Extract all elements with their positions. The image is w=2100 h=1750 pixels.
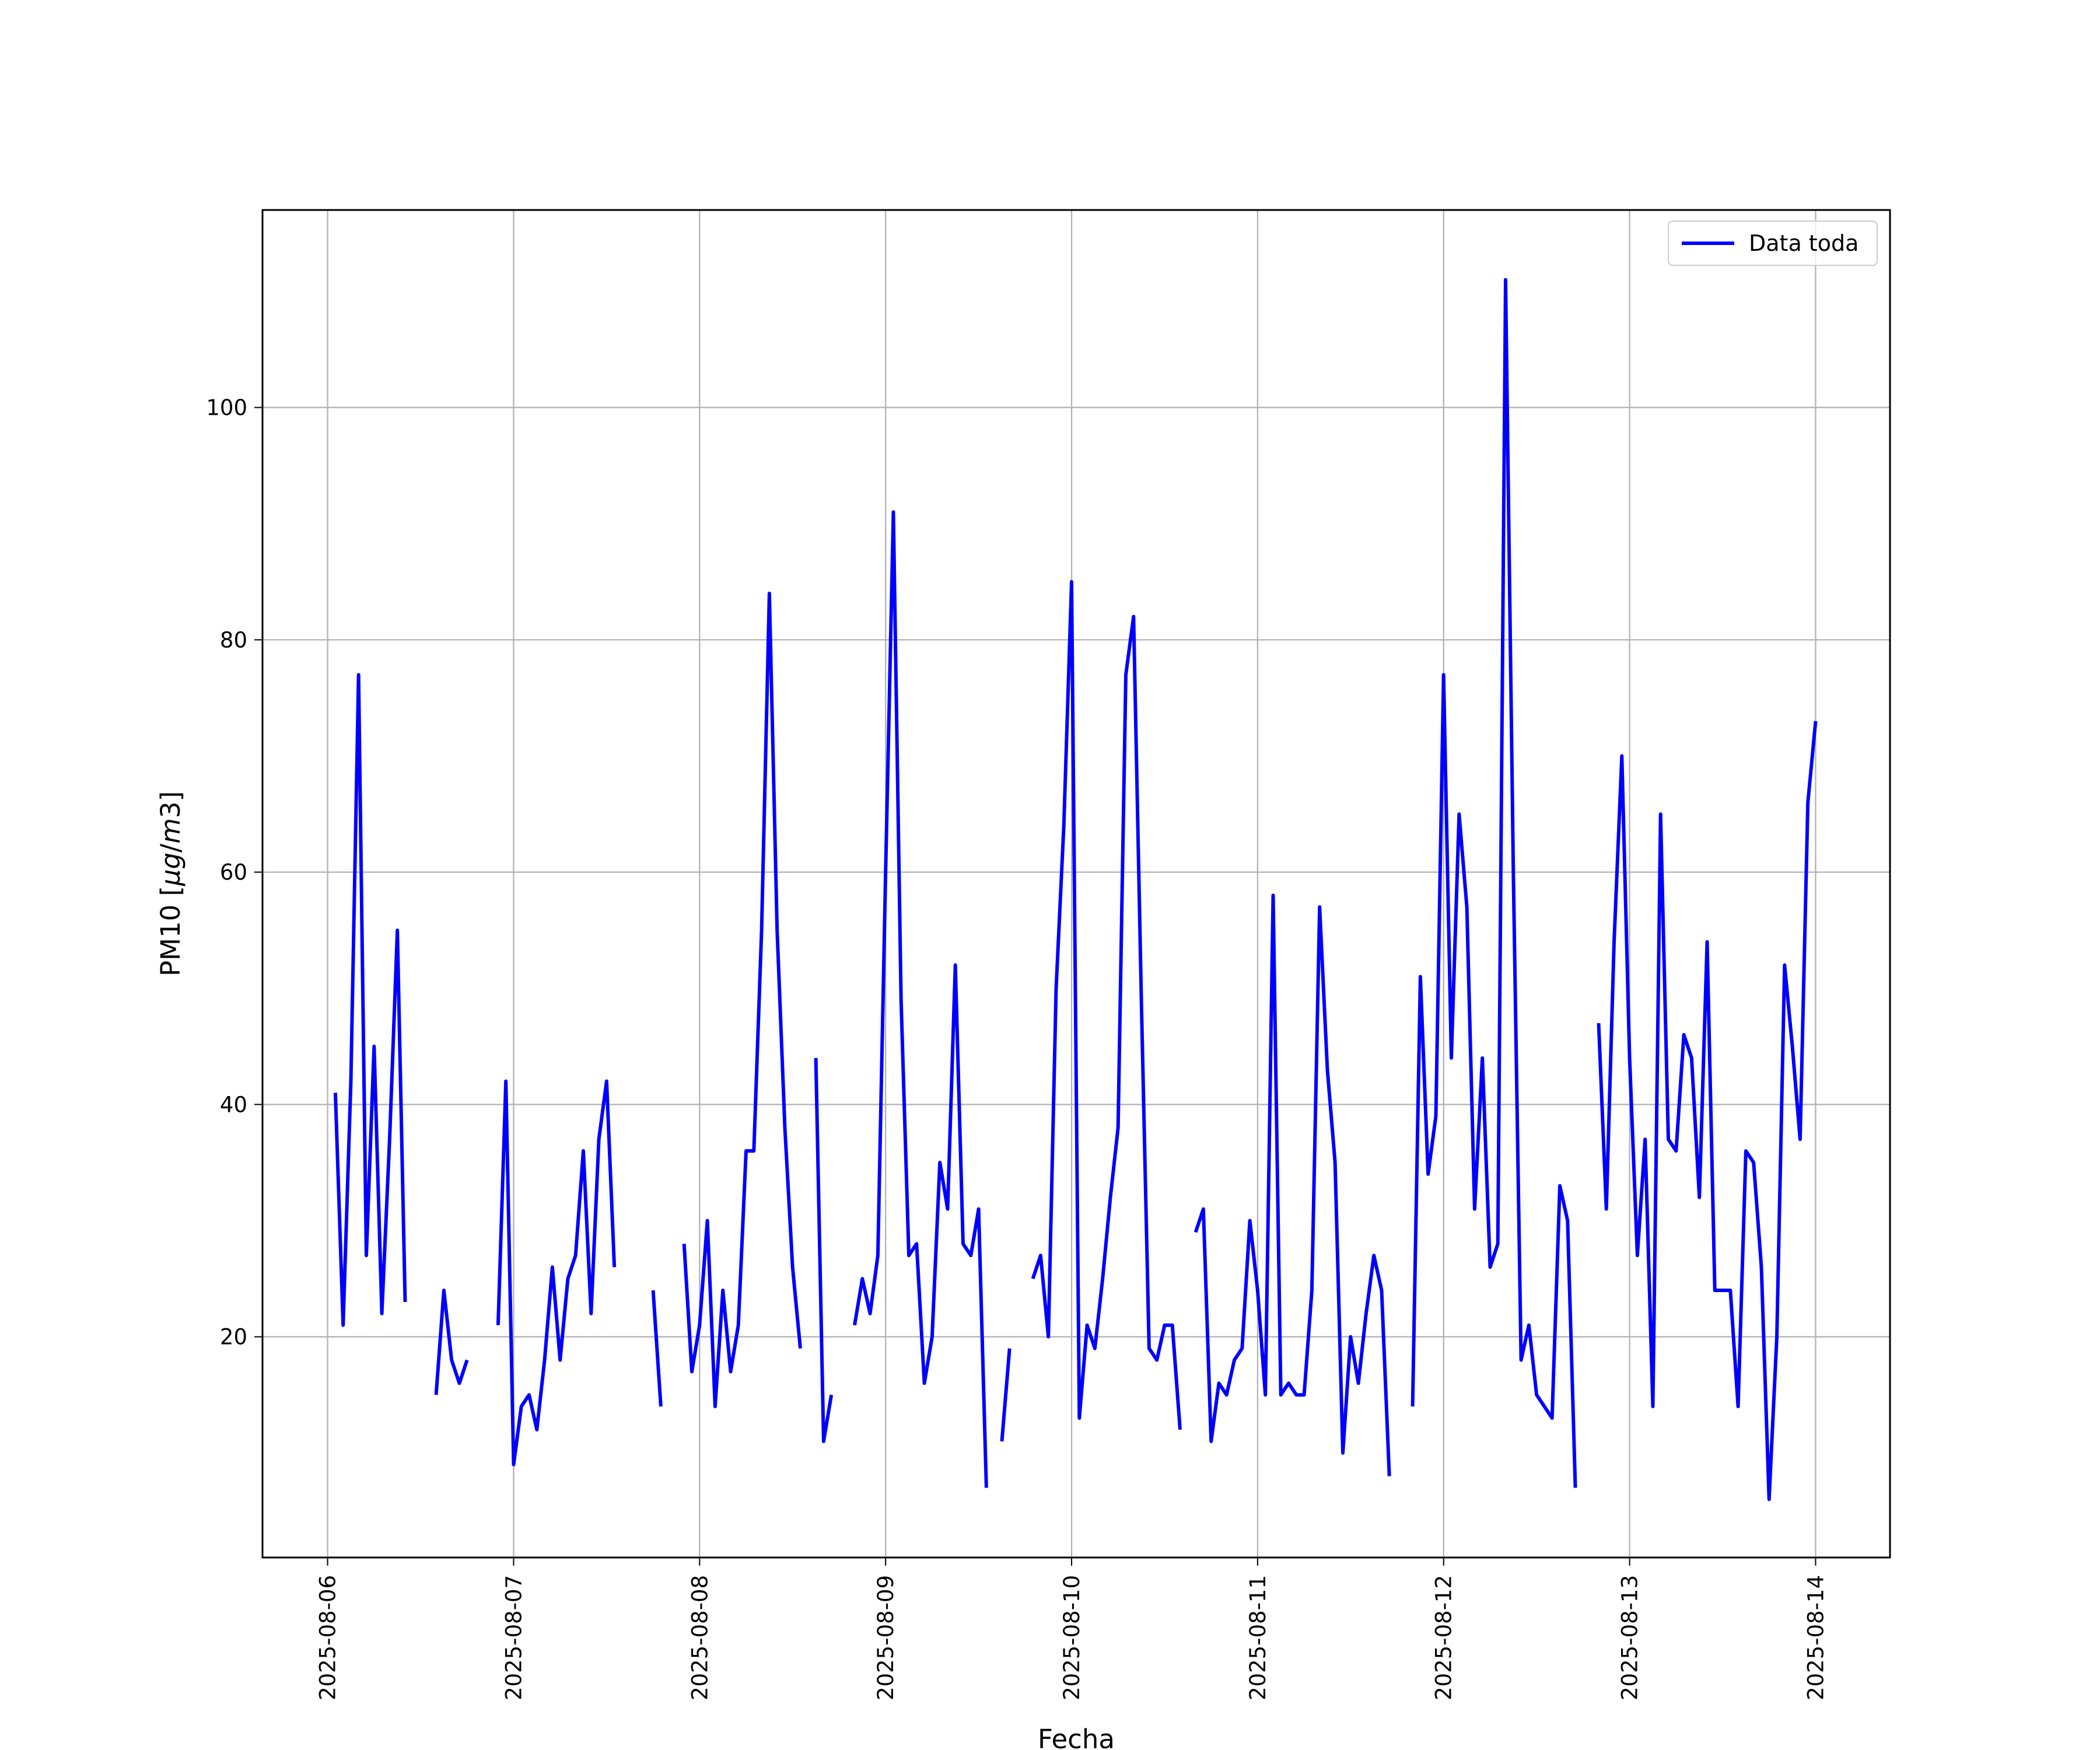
series-line-segment: [814, 1058, 834, 1443]
y-axis-label-three: 3: [155, 802, 186, 818]
series-line-segment: [651, 1290, 663, 1407]
series-line-segment: [1000, 1348, 1012, 1442]
series-line-segment: [1194, 893, 1391, 1476]
x-tick-label: 2025-08-13: [1618, 1575, 1643, 1700]
y-axis-label-mu: µ: [155, 869, 186, 887]
x-tick-label: 2025-08-11: [1245, 1575, 1270, 1700]
series-line-segment: [853, 510, 988, 1488]
y-tick-label: 80: [220, 628, 247, 653]
x-tick-label: 2025-08-08: [687, 1575, 712, 1700]
series-line-segment: [496, 1079, 617, 1466]
axis-ticks: 2025-08-06 2025-08-07 2025-08-08 2025-08-09…: [206, 396, 1828, 1700]
x-tick-label: 2025-08-14: [1803, 1575, 1828, 1700]
y-axis-label: PM10 [µg/m3]: [155, 791, 186, 977]
y-tick-label: 40: [220, 1092, 247, 1117]
y-axis-label-prefix: PM10 [: [155, 886, 186, 977]
y-tick-label: 20: [220, 1325, 247, 1350]
legend: Data toda: [1668, 220, 1878, 266]
series-line-segment: [333, 673, 407, 1327]
y-tick-label: 60: [220, 860, 247, 885]
x-tick-label: 2025-08-09: [873, 1575, 898, 1700]
plot-area-frame: [261, 209, 1891, 1559]
x-axis-label: Fecha: [1038, 1724, 1115, 1750]
x-tick-label: 2025-08-07: [501, 1575, 526, 1700]
y-tick-label: 100: [206, 396, 247, 421]
plot-area-background: [262, 210, 1890, 1558]
legend-label-data-toda: Data toda: [1749, 230, 1859, 256]
series-line-segment: [434, 1289, 469, 1395]
y-axis-label-suffix: ]: [155, 791, 186, 802]
y-axis-label-slash: /: [155, 843, 186, 852]
x-tick-label: 2025-08-10: [1059, 1575, 1084, 1700]
series-line-segment: [1597, 720, 1818, 1502]
x-tick-label: 2025-08-06: [316, 1575, 341, 1700]
legend-box: [1668, 220, 1878, 266]
x-tick-label: 2025-08-12: [1432, 1575, 1457, 1700]
series-line-segment: [682, 592, 802, 1409]
y-axis-label-m: m: [155, 818, 186, 844]
y-axis-label-g: g: [155, 852, 186, 869]
series-line-segment: [1031, 580, 1182, 1430]
series-line-segment: [1410, 278, 1577, 1488]
series-data-toda: [333, 278, 1818, 1502]
